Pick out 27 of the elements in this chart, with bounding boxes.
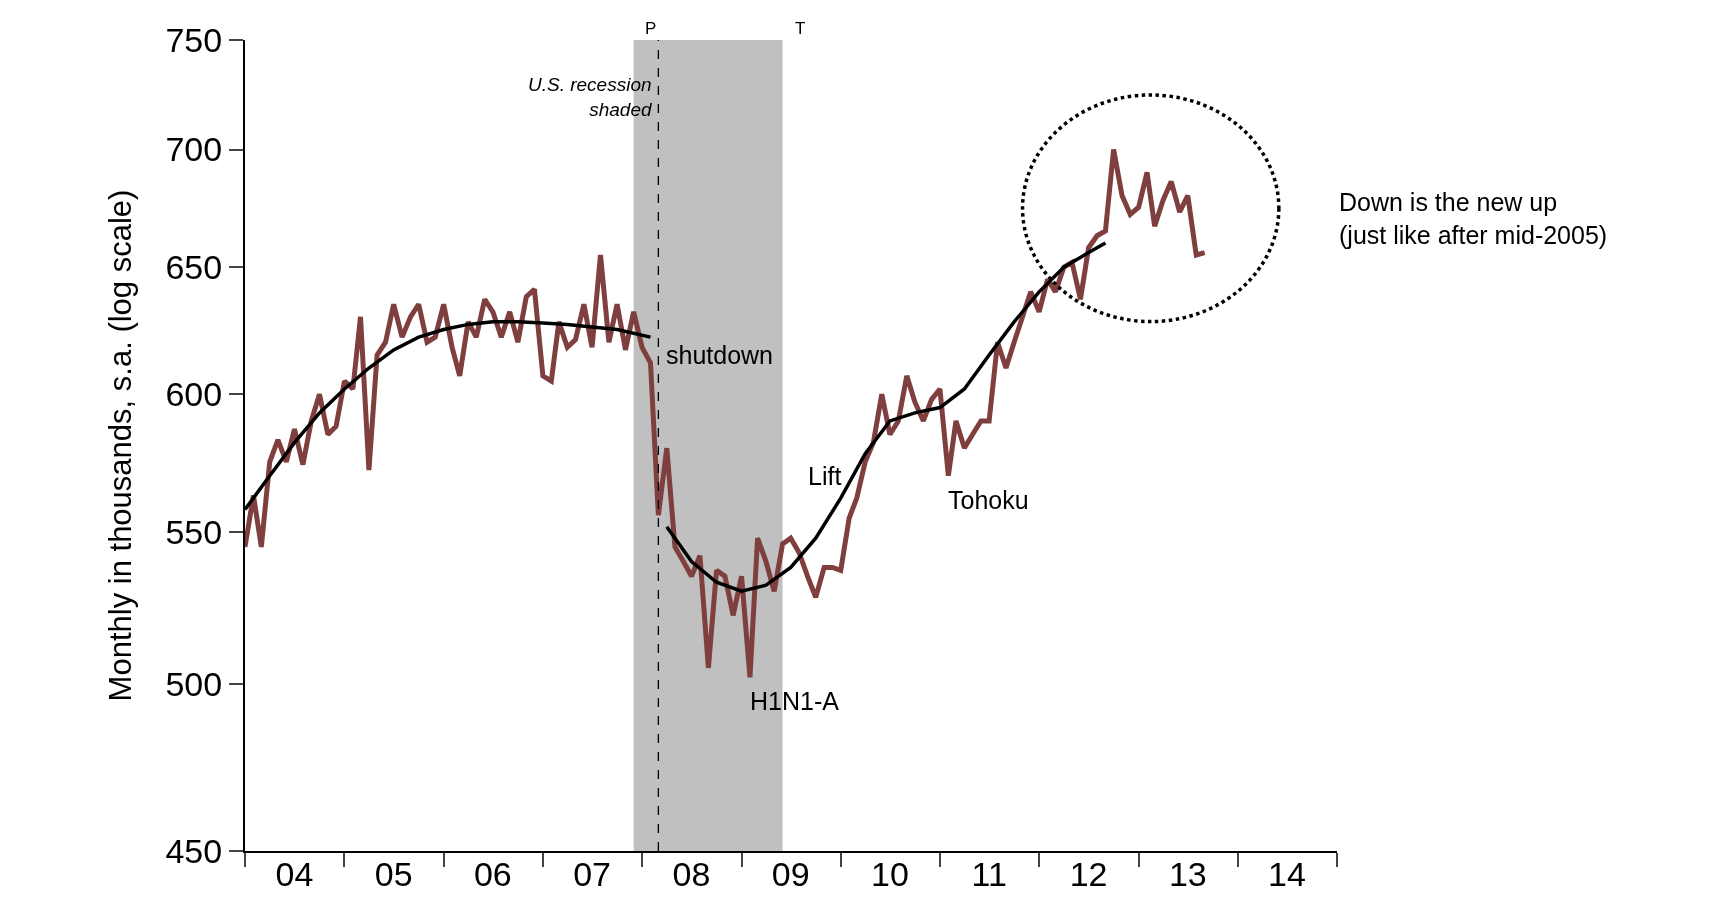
x-tick-label: 06 <box>473 855 512 893</box>
annotation: H1N1-A <box>750 687 840 715</box>
y-tick-label: 450 <box>165 831 223 870</box>
y-tick-label: 700 <box>165 130 223 169</box>
y-tick-label: 600 <box>165 375 223 414</box>
x-tick-label: 12 <box>1069 855 1108 893</box>
text: Down is the new up (just like after mid-2005) <box>1339 188 1608 249</box>
annotation: T <box>795 19 806 38</box>
annotation: Tohoku <box>948 486 1029 514</box>
x-tick-label: 13 <box>1168 855 1207 893</box>
y-tick-label: 650 <box>165 248 223 287</box>
y-axis-title: Monthly in thousands, s.a. (log scale) <box>102 189 138 702</box>
x-tick-label: 09 <box>771 855 810 893</box>
x-tick-label: 11 <box>971 855 1007 893</box>
x-tick-label: 08 <box>672 855 711 893</box>
annotation: shutdown <box>666 341 774 369</box>
ref-line-label: P <box>645 19 657 38</box>
x-tick-label: 04 <box>275 855 314 893</box>
x-tick-label: 07 <box>573 855 611 893</box>
y-tick-label: 750 <box>165 20 223 59</box>
band-label: U.S. recession shaded <box>528 74 653 120</box>
y-tick-label: 550 <box>165 513 223 552</box>
x-tick-label: 10 <box>871 855 909 893</box>
annotation: Lift <box>808 462 842 490</box>
x-tick-label: 05 <box>374 855 413 893</box>
x-tick-label: 14 <box>1268 855 1306 893</box>
y-tick-label: 500 <box>165 664 223 703</box>
